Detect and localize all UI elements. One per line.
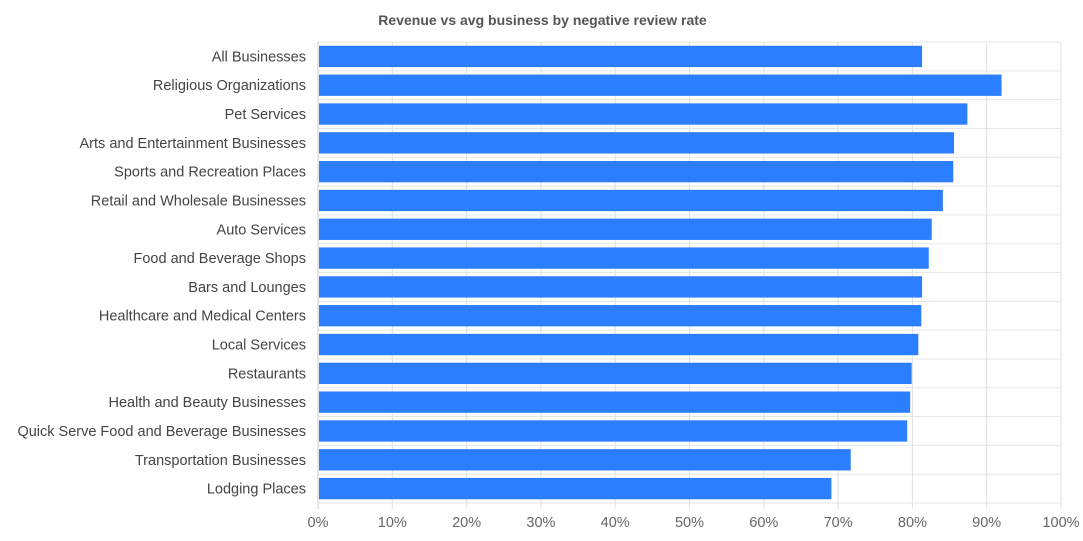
x-tick-label: 40% (601, 515, 630, 531)
bar (319, 362, 912, 385)
category-label: Lodging Places (207, 482, 306, 498)
bar (319, 420, 908, 442)
category-label: Food and Beverage Shops (133, 251, 306, 267)
x-tick-label: 50% (675, 515, 704, 531)
bar (319, 74, 1002, 96)
category-label: Transportation Businesses (135, 453, 306, 469)
category-labels: All Businesses Religious Organizations Pet… (17, 49, 306, 497)
bar (319, 189, 943, 212)
bars (319, 45, 1002, 500)
x-tick-label: 100% (1042, 515, 1079, 531)
bar (319, 45, 923, 68)
x-tick-label: 70% (824, 515, 853, 531)
x-tick-label: 90% (972, 515, 1001, 531)
x-tick-label: 60% (749, 515, 778, 531)
category-label: Arts and Entertainment Businesses (80, 136, 306, 152)
bar (319, 333, 919, 356)
category-label: All Businesses (212, 49, 306, 65)
bar (319, 477, 832, 500)
bar (319, 449, 851, 471)
x-axis-tick-labels: 0% 10% 20% 30% 40% 50% 60% 70% 80% 90% 100% (308, 515, 1080, 531)
category-label: Bars and Lounges (188, 280, 306, 296)
x-tick-label: 10% (378, 515, 407, 531)
x-tick-label: 0% (308, 515, 329, 531)
bar (319, 391, 911, 413)
category-label: Pet Services (225, 107, 306, 123)
bar (319, 305, 922, 327)
bar (319, 247, 929, 269)
x-tick-label: 80% (898, 515, 927, 531)
category-label: Health and Beauty Businesses (109, 395, 307, 411)
bar (319, 132, 955, 154)
category-label: Religious Organizations (153, 78, 306, 94)
bar (319, 218, 932, 240)
bar (319, 103, 968, 125)
category-label: Healthcare and Medical Centers (99, 309, 306, 325)
x-tick-label: 30% (526, 515, 555, 531)
category-label: Restaurants (228, 366, 306, 382)
category-label: Sports and Recreation Places (114, 165, 306, 181)
x-tick-label: 20% (452, 515, 481, 531)
category-label: Quick Serve Food and Beverage Businesses (17, 424, 306, 440)
chart-title: Revenue vs avg business by negative revi… (378, 12, 707, 28)
category-label: Local Services (212, 338, 306, 354)
bar (319, 160, 954, 183)
category-label: Auto Services (217, 222, 306, 238)
bar (319, 276, 923, 298)
category-label: Retail and Wholesale Businesses (91, 193, 306, 209)
